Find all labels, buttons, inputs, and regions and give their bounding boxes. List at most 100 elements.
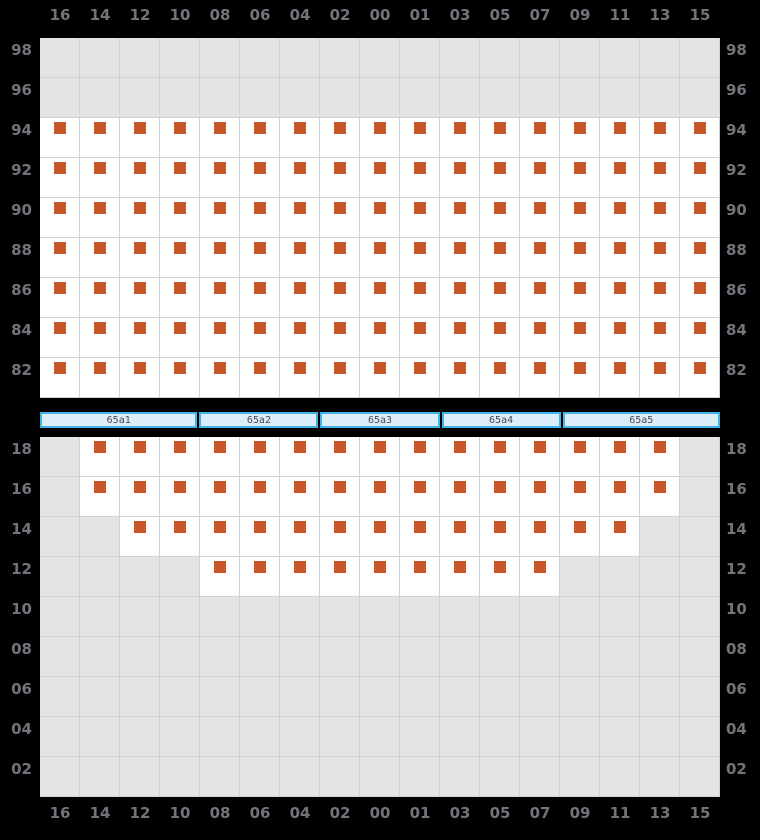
slot-deck-88-00[interactable] [360, 238, 400, 278]
slot-hold-08-07[interactable] [520, 637, 560, 677]
slot-deck-82-02[interactable] [320, 358, 360, 398]
slot-hold-14-00[interactable] [360, 517, 400, 557]
slot-hold-12-01[interactable] [400, 557, 440, 597]
slot-deck-82-07[interactable] [520, 358, 560, 398]
slot-hold-06-05[interactable] [480, 677, 520, 717]
slot-deck-90-01[interactable] [400, 198, 440, 238]
slot-deck-96-06[interactable] [240, 78, 280, 118]
slot-deck-96-02[interactable] [320, 78, 360, 118]
slot-hold-12-00[interactable] [360, 557, 400, 597]
slot-deck-88-13[interactable] [640, 238, 680, 278]
slot-deck-94-00[interactable] [360, 118, 400, 158]
slot-deck-92-05[interactable] [480, 158, 520, 198]
slot-deck-94-12[interactable] [120, 118, 160, 158]
slot-hold-08-04[interactable] [280, 637, 320, 677]
slot-hold-10-15[interactable] [680, 597, 720, 637]
slot-hold-08-05[interactable] [480, 637, 520, 677]
slot-deck-92-10[interactable] [160, 158, 200, 198]
slot-deck-84-02[interactable] [320, 318, 360, 358]
slot-deck-82-13[interactable] [640, 358, 680, 398]
slot-deck-98-01[interactable] [400, 38, 440, 78]
slot-deck-88-03[interactable] [440, 238, 480, 278]
slot-hold-06-13[interactable] [640, 677, 680, 717]
slot-deck-94-16[interactable] [40, 118, 80, 158]
hatch-cover-65a4[interactable]: 65a4 [441, 412, 561, 428]
slot-hold-18-04[interactable] [280, 437, 320, 477]
slot-hold-10-14[interactable] [80, 597, 120, 637]
slot-hold-10-10[interactable] [160, 597, 200, 637]
slot-deck-90-08[interactable] [200, 198, 240, 238]
slot-hold-02-13[interactable] [640, 757, 680, 797]
slot-hold-12-12[interactable] [120, 557, 160, 597]
slot-deck-88-04[interactable] [280, 238, 320, 278]
slot-hold-18-07[interactable] [520, 437, 560, 477]
slot-deck-90-06[interactable] [240, 198, 280, 238]
slot-deck-92-01[interactable] [400, 158, 440, 198]
slot-deck-96-01[interactable] [400, 78, 440, 118]
slot-deck-82-09[interactable] [560, 358, 600, 398]
slot-deck-84-01[interactable] [400, 318, 440, 358]
slot-deck-96-16[interactable] [40, 78, 80, 118]
slot-hold-18-00[interactable] [360, 437, 400, 477]
slot-hold-04-11[interactable] [600, 717, 640, 757]
slot-deck-90-12[interactable] [120, 198, 160, 238]
slot-hold-12-04[interactable] [280, 557, 320, 597]
slot-hold-02-04[interactable] [280, 757, 320, 797]
slot-deck-88-05[interactable] [480, 238, 520, 278]
slot-deck-96-04[interactable] [280, 78, 320, 118]
slot-deck-96-11[interactable] [600, 78, 640, 118]
slot-hold-14-07[interactable] [520, 517, 560, 557]
slot-hold-04-02[interactable] [320, 717, 360, 757]
slot-deck-82-03[interactable] [440, 358, 480, 398]
slot-hold-16-00[interactable] [360, 477, 400, 517]
slot-deck-88-12[interactable] [120, 238, 160, 278]
slot-hold-02-08[interactable] [200, 757, 240, 797]
slot-deck-86-06[interactable] [240, 278, 280, 318]
slot-deck-92-06[interactable] [240, 158, 280, 198]
slot-hold-14-04[interactable] [280, 517, 320, 557]
slot-deck-84-08[interactable] [200, 318, 240, 358]
slot-deck-90-03[interactable] [440, 198, 480, 238]
slot-deck-92-12[interactable] [120, 158, 160, 198]
slot-hold-10-05[interactable] [480, 597, 520, 637]
slot-hold-18-11[interactable] [600, 437, 640, 477]
slot-deck-86-10[interactable] [160, 278, 200, 318]
slot-deck-96-08[interactable] [200, 78, 240, 118]
slot-hold-18-08[interactable] [200, 437, 240, 477]
slot-deck-88-08[interactable] [200, 238, 240, 278]
slot-hold-10-13[interactable] [640, 597, 680, 637]
slot-hold-06-15[interactable] [680, 677, 720, 717]
slot-deck-96-10[interactable] [160, 78, 200, 118]
slot-deck-90-00[interactable] [360, 198, 400, 238]
slot-deck-92-13[interactable] [640, 158, 680, 198]
slot-deck-86-02[interactable] [320, 278, 360, 318]
slot-hold-18-01[interactable] [400, 437, 440, 477]
slot-deck-90-13[interactable] [640, 198, 680, 238]
slot-hold-04-05[interactable] [480, 717, 520, 757]
slot-deck-84-00[interactable] [360, 318, 400, 358]
slot-hold-18-10[interactable] [160, 437, 200, 477]
slot-hold-16-02[interactable] [320, 477, 360, 517]
slot-hold-18-03[interactable] [440, 437, 480, 477]
slot-hold-18-15[interactable] [680, 437, 720, 477]
slot-hold-14-11[interactable] [600, 517, 640, 557]
slot-deck-88-14[interactable] [80, 238, 120, 278]
slot-hold-02-11[interactable] [600, 757, 640, 797]
slot-hold-04-14[interactable] [80, 717, 120, 757]
slot-deck-86-09[interactable] [560, 278, 600, 318]
slot-deck-82-11[interactable] [600, 358, 640, 398]
slot-hold-14-14[interactable] [80, 517, 120, 557]
slot-deck-90-11[interactable] [600, 198, 640, 238]
slot-deck-94-05[interactable] [480, 118, 520, 158]
slot-hold-12-08[interactable] [200, 557, 240, 597]
slot-hold-18-14[interactable] [80, 437, 120, 477]
slot-hold-06-07[interactable] [520, 677, 560, 717]
slot-deck-82-04[interactable] [280, 358, 320, 398]
slot-hold-10-03[interactable] [440, 597, 480, 637]
slot-deck-92-03[interactable] [440, 158, 480, 198]
slot-hold-16-12[interactable] [120, 477, 160, 517]
slot-hold-04-12[interactable] [120, 717, 160, 757]
slot-hold-04-06[interactable] [240, 717, 280, 757]
slot-hold-16-09[interactable] [560, 477, 600, 517]
slot-hold-10-11[interactable] [600, 597, 640, 637]
